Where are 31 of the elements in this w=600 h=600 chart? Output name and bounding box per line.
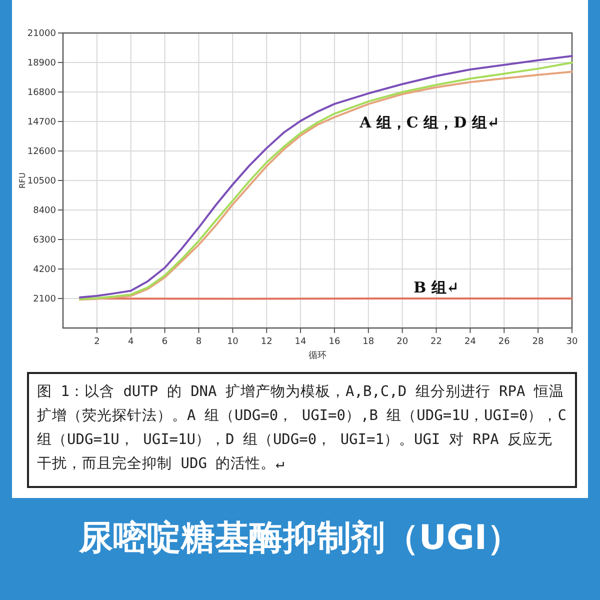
y-tick-label: 10500	[27, 176, 56, 186]
x-tick-label: 6	[162, 337, 168, 347]
x-axis-title: 循环	[308, 350, 326, 361]
x-tick-label: 4	[128, 337, 134, 347]
y-tick-label: 14700	[27, 118, 56, 128]
y-tick-label: 8400	[33, 206, 56, 216]
y-tick-label: 18900	[27, 58, 56, 68]
x-tick-label: 16	[328, 337, 340, 347]
x-tick-label: 12	[260, 337, 272, 347]
y-tick-label: 16800	[27, 88, 56, 98]
x-tick-label: 30	[566, 337, 578, 347]
annotation: A 组，C 组，D 组↵	[358, 113, 500, 132]
y-tick-label: 2100	[33, 294, 56, 304]
x-tick-label: 26	[498, 337, 510, 347]
x-tick-label: 8	[196, 337, 202, 347]
y-tick-label: 4200	[33, 265, 56, 275]
x-tick-label: 24	[464, 337, 476, 347]
annotation: B 组↵	[414, 278, 459, 296]
x-tick-label: 28	[532, 337, 544, 347]
x-tick-label: 18	[362, 337, 374, 347]
y-tick-label: 6300	[33, 236, 56, 246]
x-tick-label: 10	[226, 337, 239, 347]
x-tick-label: 2	[94, 337, 100, 347]
text: 尿嘧啶糖基酶抑制剂（UGI）	[78, 517, 522, 560]
x-tick-label: 14	[294, 337, 307, 347]
y-tick-label: 21000	[27, 29, 56, 39]
y-axis-title: RFU	[18, 172, 27, 189]
x-tick-label: 22	[430, 337, 442, 347]
caption: 图 1：以含 dUTP 的 DNA 扩增产物为模板，A,B,C,D 组分别进行 RPA 恒温扩增（荧光探针法）。A 组（UDG=0， UGI=0）,B 组（UDG=1U，UGI=0），C 组（UDG=1U， UGI=1U），D 组（UDG=0， UGI=1）。UGI 对 RPA 反应无干扰，而且完全抑制 UDG 的活性。↵	[27, 372, 577, 488]
y-tick-label: 12600	[27, 147, 56, 157]
x-tick-label: 20	[396, 337, 408, 347]
